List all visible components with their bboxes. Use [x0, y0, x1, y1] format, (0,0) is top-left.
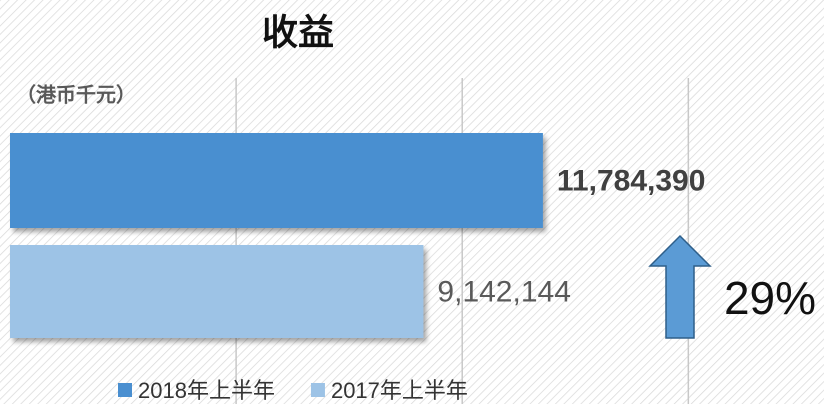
unit-label: （港币千元） [16, 82, 136, 106]
bar [10, 245, 424, 338]
chart-title: 收益 [262, 12, 334, 53]
data-label: 11,784,390 [557, 164, 706, 197]
legend-swatch [118, 383, 132, 397]
up-arrow [648, 234, 712, 339]
legend-swatch [310, 383, 325, 397]
legend-label: 2018年上半年 [138, 378, 275, 403]
annotation: 29% [724, 272, 816, 324]
bar [10, 133, 543, 228]
legend-label: 2017年上半年 [331, 378, 468, 403]
data-label: 9,142,144 [437, 275, 570, 308]
